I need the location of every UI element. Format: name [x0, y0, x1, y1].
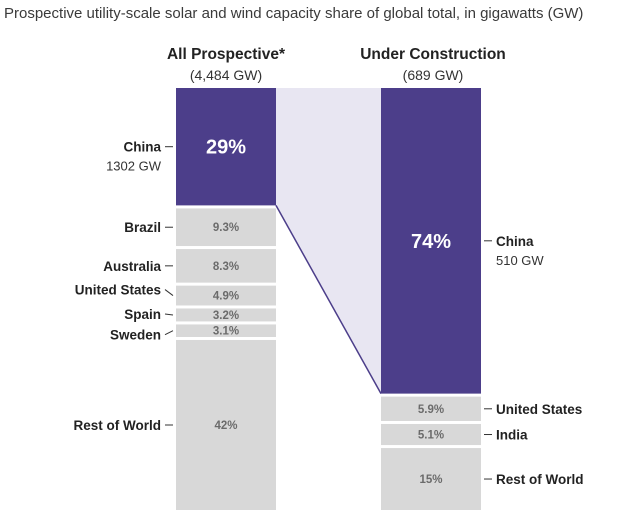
tick-all-prospective-united-states	[164, 289, 174, 296]
connector-layer	[275, 88, 382, 394]
bar-segment-under-construction-china	[381, 88, 481, 394]
value-label-all-prospective-rest-of-world: 42%	[214, 420, 237, 432]
bar-segment-all-prospective-sweden	[176, 324, 276, 337]
column-total-all-prospective: (4,484 GW)	[190, 67, 262, 83]
bar-segment-all-prospective-australia	[176, 249, 276, 283]
value-label-all-prospective-united-states: 4.9%	[213, 291, 239, 303]
value-label-all-prospective-china: 29%	[206, 137, 246, 159]
value-label-under-construction-rest-of-world: 15%	[419, 474, 442, 486]
category-label-all-prospective-brazil: Brazil	[124, 220, 161, 235]
value-label-under-construction-united-states: 5.9%	[418, 404, 444, 416]
tick-all-prospective-spain	[164, 313, 174, 316]
category-sublabel-all-prospective-china: 1302 GW	[106, 159, 162, 174]
category-label-under-construction-rest-of-world: Rest of World	[496, 472, 584, 487]
category-label-under-construction-china: China	[496, 234, 534, 249]
category-label-all-prospective-united-states: United States	[75, 283, 161, 298]
column-header-under-construction: Under Construction	[360, 46, 506, 63]
bar-segment-all-prospective-united-states	[176, 285, 276, 306]
value-label-all-prospective-brazil: 9.3%	[213, 222, 239, 234]
column-header-all-prospective: All Prospective*	[167, 46, 286, 63]
column-total-under-construction: (689 GW)	[403, 67, 464, 83]
value-label-under-construction-china: 74%	[411, 231, 451, 253]
value-label-under-construction-india: 5.1%	[418, 430, 444, 442]
category-label-all-prospective-rest-of-world: Rest of World	[74, 418, 162, 433]
bar-segment-all-prospective-spain	[176, 308, 276, 322]
category-label-all-prospective-australia: Australia	[103, 259, 161, 274]
value-label-all-prospective-sweden: 3.1%	[213, 326, 239, 338]
bar-segment-all-prospective-brazil	[176, 208, 276, 247]
bar-segment-under-construction-rest-of-world	[381, 448, 481, 510]
category-label-all-prospective-spain: Spain	[124, 307, 161, 322]
value-label-all-prospective-australia: 8.3%	[213, 261, 239, 273]
category-label-all-prospective-sweden: Sweden	[110, 328, 161, 343]
category-label-all-prospective-china: China	[123, 140, 161, 155]
labels-layer: All Prospective* (4,484 GW) 29% China 1302 G…	[74, 46, 584, 487]
connector-edge	[275, 205, 382, 394]
category-label-under-construction-united-states: United States	[496, 402, 582, 417]
bar-segment-under-construction-india	[381, 423, 481, 446]
bar-segment-all-prospective-china	[176, 88, 276, 206]
connector-band	[276, 88, 381, 394]
bars-layer	[176, 88, 481, 510]
tick-all-prospective-sweden	[164, 330, 174, 336]
chart-title: Prospective utility-scale solar and wind…	[4, 5, 584, 22]
category-label-under-construction-india: India	[496, 428, 528, 443]
bar-segment-all-prospective-rest-of-world	[176, 339, 276, 510]
category-sublabel-under-construction-china: 510 GW	[496, 253, 544, 268]
bar-segment-under-construction-united-states	[381, 396, 481, 421]
value-label-all-prospective-spain: 3.2%	[213, 310, 239, 322]
